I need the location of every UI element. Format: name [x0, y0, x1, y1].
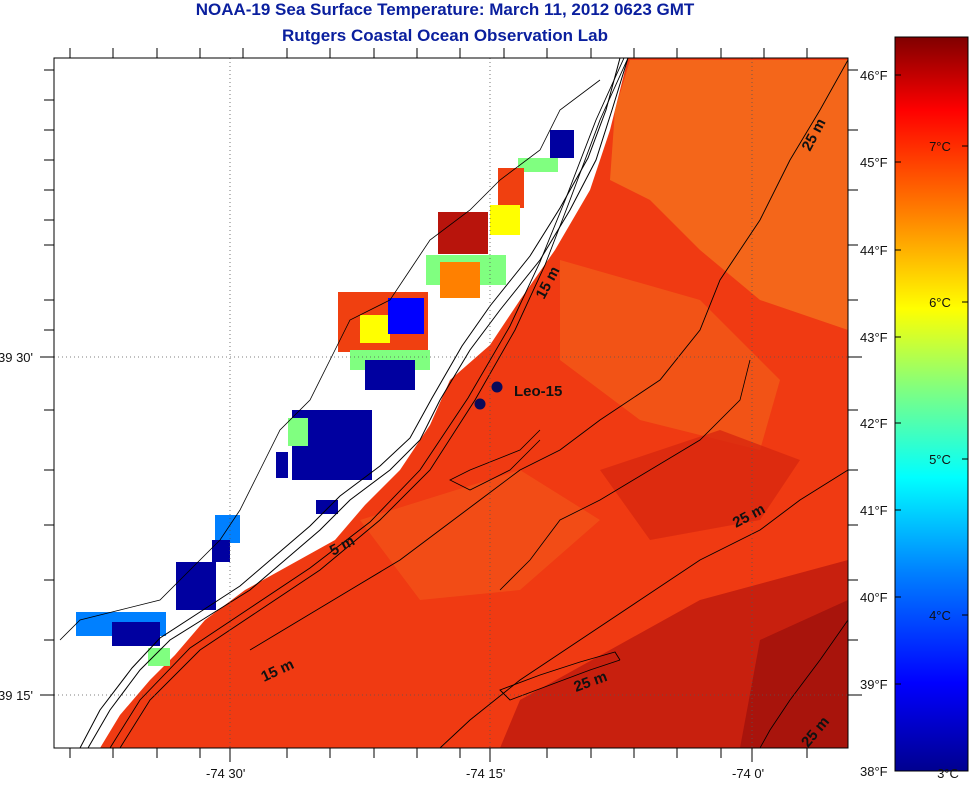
station-marker: [491, 381, 503, 393]
sst-dark-patch: [600, 430, 800, 540]
colorbar-f-label: 38°F: [860, 764, 888, 779]
colorbar-f-label: 42°F: [860, 416, 888, 431]
colorbar-f-label: 39°F: [860, 677, 888, 692]
sst-warm-patch: [360, 470, 600, 600]
latitude-label: 39 30': [0, 350, 33, 365]
station-label: Leo-15: [514, 383, 562, 400]
colorbar-f-label: 41°F: [860, 503, 888, 518]
sst-warm-patch: [610, 60, 848, 330]
coastline-inland: [59, 79, 601, 641]
depth-contour-15m: [119, 58, 629, 748]
colorbar: [894, 36, 969, 772]
colorbar-f-label: 45°F: [860, 155, 888, 170]
colorbar-f-label: 43°F: [860, 330, 888, 345]
sst-warm-patch: [560, 260, 780, 450]
depth-contour-ridge: [759, 619, 848, 748]
longitude-label: -74 0': [732, 766, 764, 781]
sst-dark-patch: [740, 600, 848, 748]
colorbar-f-label: 44°F: [860, 243, 888, 258]
colorbar-c-label: 7°C: [929, 139, 951, 154]
ocean-sst-field: [100, 58, 848, 748]
coastline: [87, 58, 629, 748]
depth-contour-5m: [109, 58, 625, 748]
depth-contour-ridge: [449, 429, 541, 491]
colorbar-f-label: 40°F: [860, 590, 888, 605]
depth-contour-25m: [249, 59, 848, 651]
colorbar-ticks: [895, 74, 968, 685]
map-subtitle: Rutgers Coastal Ocean Observation Lab: [282, 26, 608, 45]
colorbar-c-label: 3°C: [937, 766, 959, 781]
colorbar-c-label: 6°C: [929, 295, 951, 310]
colorbar-f-label: 46°F: [860, 68, 888, 83]
depth-contour-25m-south: [499, 651, 621, 701]
colorbar-c-label: 5°C: [929, 452, 951, 467]
station-marker: [474, 398, 486, 410]
colorbar-c-label: 4°C: [929, 608, 951, 623]
coastline-barrier: [79, 58, 621, 748]
map-title: NOAA-19 Sea Surface Temperature: March 1…: [195, 0, 695, 19]
latitude-label: 39 15': [0, 688, 33, 703]
depth-contour-ridge: [499, 359, 751, 591]
longitude-label: -74 30': [206, 766, 245, 781]
frame-ticks: [40, 48, 862, 762]
depth-contour-25m-outer: [439, 469, 848, 748]
longitude-label: -74 15': [466, 766, 505, 781]
